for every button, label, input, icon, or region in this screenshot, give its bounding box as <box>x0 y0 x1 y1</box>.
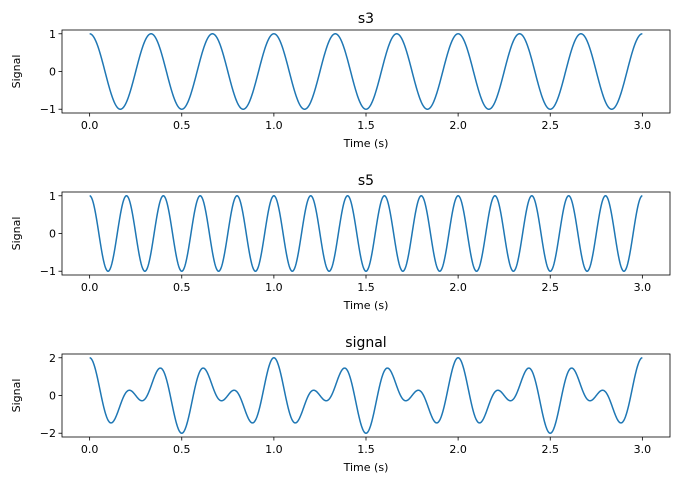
y-axis-label: Signal <box>10 55 23 89</box>
y-tick-label: 0 <box>49 66 56 79</box>
axes-frame <box>61 353 671 438</box>
y-axis-label: Signal <box>10 379 23 413</box>
x-axis-label: Time (s) <box>343 137 389 150</box>
y-tick-label: 0 <box>49 390 56 403</box>
y-tick-label: 1 <box>49 190 56 203</box>
x-tick-label: 3.0 <box>634 281 652 294</box>
x-tick-label: 1.0 <box>265 281 283 294</box>
chart-title: signal <box>345 335 386 351</box>
y-tick-label: 1 <box>49 28 56 41</box>
x-tick-label: 1.5 <box>357 281 375 294</box>
y-tick-label: −2 <box>40 427 56 440</box>
axes-frame <box>61 29 671 114</box>
x-tick-label: 3.0 <box>634 119 652 132</box>
axes-frame <box>61 191 671 276</box>
x-tick-label: 0.0 <box>81 281 99 294</box>
x-tick-label: 0.5 <box>173 281 191 294</box>
x-tick-label: 1.0 <box>265 443 283 456</box>
x-tick-label: 1.5 <box>357 443 375 456</box>
x-tick-label: 2.0 <box>449 443 467 456</box>
y-tick-label: −1 <box>40 265 56 278</box>
subplot-1: 0.0 0.5 1.0 1.5 2.0 2.5 3.0 1 0 −1 s3 Time (s) Signa… <box>10 11 671 150</box>
x-tick-label: 2.5 <box>541 119 559 132</box>
x-tick-label: 1.0 <box>265 119 283 132</box>
y-tick-label: 2 <box>49 352 56 365</box>
y-tick-label: 0 <box>49 228 56 241</box>
x-tick-label: 1.5 <box>357 119 375 132</box>
chart-title: s3 <box>358 11 374 27</box>
x-tick-label: 0.0 <box>81 119 99 132</box>
y-axis-label: Signal <box>10 217 23 251</box>
x-tick-label: 2.0 <box>449 119 467 132</box>
chart-title: s5 <box>358 173 374 189</box>
series-line <box>89 357 643 434</box>
x-tick-label: 0.0 <box>81 443 99 456</box>
y-tick-label: −1 <box>40 103 56 116</box>
x-tick-label: 3.0 <box>634 443 652 456</box>
x-tick-label: 0.5 <box>173 443 191 456</box>
x-axis-label: Time (s) <box>343 299 389 312</box>
subplot-2: 0.0 0.5 1.0 1.5 2.0 2.5 3.0 1 0 −1 s5 Time (s) Signa… <box>10 173 671 312</box>
x-tick-label: 0.5 <box>173 119 191 132</box>
x-tick-label: 2.5 <box>541 443 559 456</box>
x-tick-label: 2.5 <box>541 281 559 294</box>
x-axis-label: Time (s) <box>343 461 389 474</box>
series-line <box>89 33 643 110</box>
x-tick-label: 2.0 <box>449 281 467 294</box>
series-line <box>89 195 643 272</box>
subplot-3: 0.0 0.5 1.0 1.5 2.0 2.5 3.0 2 0 −2 signal Time (s) S… <box>10 335 671 474</box>
